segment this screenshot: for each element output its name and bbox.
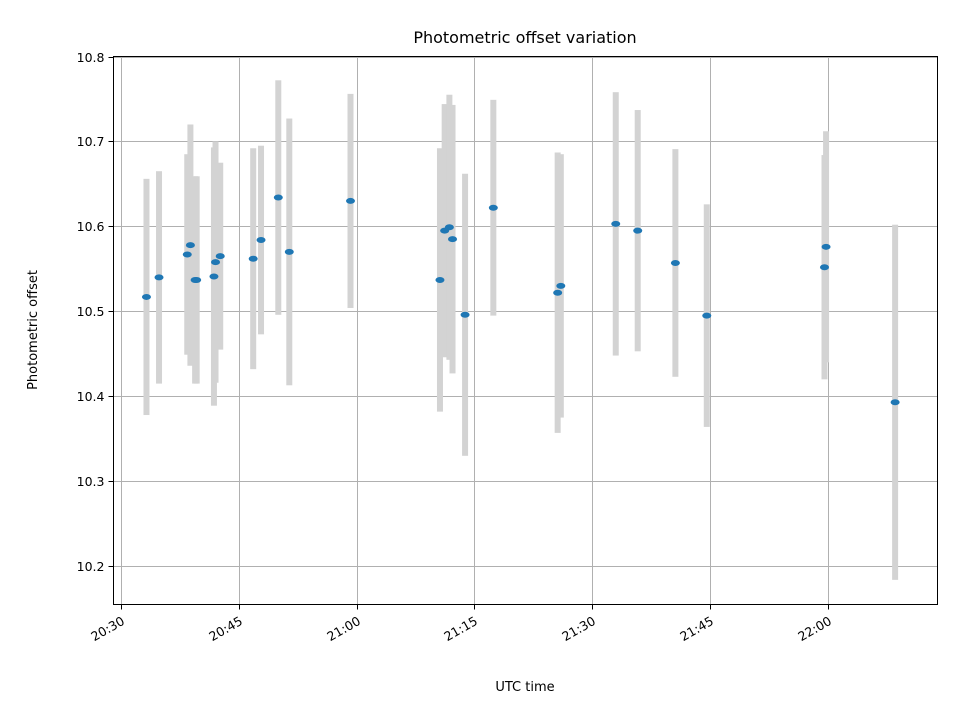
data-point bbox=[248, 255, 258, 262]
data-point bbox=[448, 236, 458, 243]
data-point bbox=[821, 243, 831, 250]
y-axis-label: Photometric offset bbox=[26, 270, 41, 390]
x-axis-label: UTC time bbox=[495, 680, 554, 695]
data-point bbox=[154, 274, 164, 281]
data-point bbox=[256, 237, 266, 244]
x-tick-label: 22:00 bbox=[795, 613, 834, 644]
y-tick-label: 10.2 bbox=[77, 559, 105, 574]
x-tick-label: 20:45 bbox=[206, 613, 245, 644]
error-bars bbox=[143, 80, 899, 580]
data-point bbox=[702, 312, 712, 319]
y-tick-label: 10.6 bbox=[77, 219, 105, 234]
data-points bbox=[141, 194, 900, 406]
data-point bbox=[182, 251, 192, 258]
data-point bbox=[444, 224, 454, 231]
data-point bbox=[141, 293, 151, 300]
data-point bbox=[633, 227, 643, 234]
data-point bbox=[273, 194, 283, 201]
data-point bbox=[345, 197, 355, 204]
y-tick-label: 10.3 bbox=[77, 474, 105, 489]
grid-lines bbox=[113, 56, 938, 605]
x-tick-label: 21:15 bbox=[441, 613, 480, 644]
y-tick-label: 10.4 bbox=[77, 389, 105, 404]
y-tick-label: 10.5 bbox=[77, 304, 105, 319]
data-point bbox=[670, 259, 680, 266]
x-tick-label: 20:30 bbox=[88, 613, 127, 644]
chart-title: Photometric offset variation bbox=[413, 28, 636, 47]
data-point bbox=[556, 282, 566, 289]
data-point bbox=[819, 264, 829, 271]
data-point bbox=[192, 276, 202, 283]
data-point bbox=[890, 399, 900, 406]
data-point bbox=[460, 311, 470, 318]
data-point bbox=[284, 248, 294, 255]
plot-frame bbox=[113, 56, 938, 605]
data-point bbox=[209, 273, 219, 280]
data-point bbox=[553, 289, 563, 296]
x-tick-label: 21:00 bbox=[324, 613, 363, 644]
data-point bbox=[488, 204, 498, 211]
data-point bbox=[611, 220, 621, 227]
x-tick-label: 21:45 bbox=[677, 613, 716, 644]
y-tick-label: 10.7 bbox=[77, 134, 105, 149]
y-tick-label: 10.8 bbox=[77, 50, 105, 65]
data-point bbox=[211, 259, 221, 266]
x-tick-label: 21:30 bbox=[559, 613, 598, 644]
data-point bbox=[185, 242, 195, 249]
data-point bbox=[435, 276, 445, 283]
data-point bbox=[215, 253, 225, 260]
